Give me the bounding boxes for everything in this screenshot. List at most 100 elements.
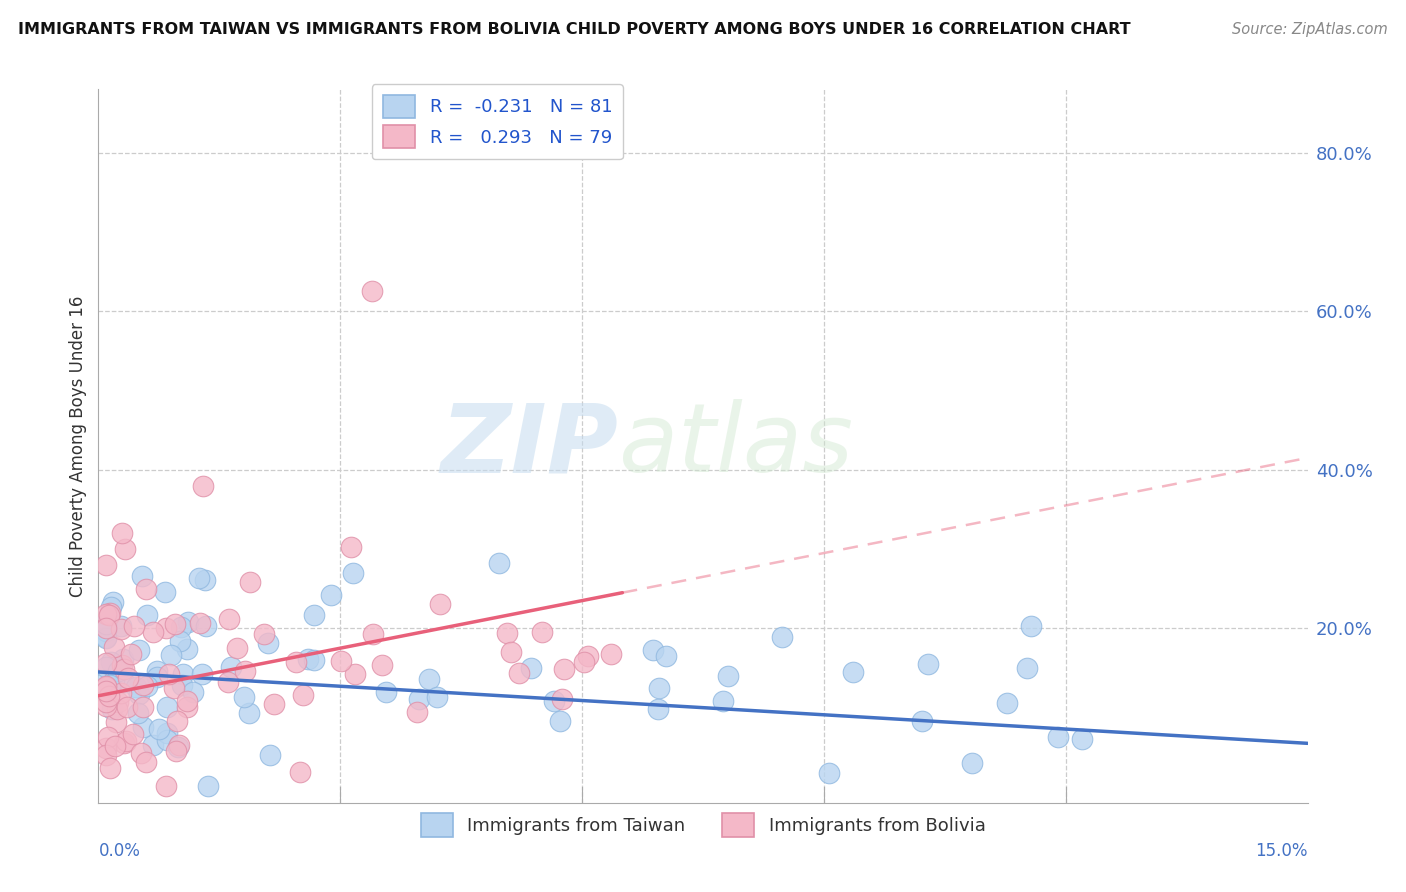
Point <box>96 656 118 670</box>
Point <box>167 739 190 753</box>
Point <box>259 747 281 762</box>
Point <box>176 694 198 708</box>
Point <box>153 585 176 599</box>
Point <box>425 690 447 704</box>
Point <box>553 662 575 676</box>
Point <box>96 631 118 645</box>
Point <box>156 733 179 747</box>
Text: atlas: atlas <box>619 400 853 492</box>
Point <box>156 699 179 714</box>
Point <box>96 624 118 638</box>
Point <box>576 649 599 664</box>
Point <box>841 665 863 680</box>
Point <box>112 674 135 689</box>
Point <box>181 685 204 699</box>
Point <box>132 720 155 734</box>
Point <box>117 671 139 685</box>
Point <box>599 648 621 662</box>
Point <box>110 619 132 633</box>
Point <box>219 659 242 673</box>
Point <box>103 673 125 688</box>
Point <box>995 696 1018 710</box>
Point <box>111 658 134 673</box>
Point <box>155 621 177 635</box>
Legend: Immigrants from Taiwan, Immigrants from Bolivia: Immigrants from Taiwan, Immigrants from … <box>413 806 993 844</box>
Point <box>105 702 128 716</box>
Point <box>110 686 132 700</box>
Point <box>252 627 274 641</box>
Point <box>217 675 239 690</box>
Point <box>135 608 157 623</box>
Point <box>97 730 120 744</box>
Point <box>128 687 150 701</box>
Text: 0.0%: 0.0% <box>98 842 141 860</box>
Point <box>107 695 129 709</box>
Point <box>288 765 311 780</box>
Point <box>197 779 219 793</box>
Point <box>96 558 118 572</box>
Point <box>134 582 156 596</box>
Point <box>165 744 187 758</box>
Point <box>96 631 118 645</box>
Point <box>176 615 198 629</box>
Point <box>104 739 127 753</box>
Point <box>142 624 165 639</box>
Point <box>1071 732 1094 747</box>
Point <box>96 680 118 694</box>
Point <box>531 624 554 639</box>
Point <box>361 627 384 641</box>
Point <box>136 679 159 693</box>
Point <box>717 669 740 683</box>
Point <box>488 557 510 571</box>
Point <box>172 678 194 692</box>
Y-axis label: Child Poverty Among Boys Under 16: Child Poverty Among Boys Under 16 <box>69 295 87 597</box>
Point <box>226 640 249 655</box>
Point <box>97 690 120 704</box>
Point <box>100 599 122 614</box>
Point <box>543 694 565 708</box>
Point <box>128 643 150 657</box>
Point <box>131 699 153 714</box>
Point <box>218 611 240 625</box>
Point <box>98 606 121 620</box>
Point <box>163 616 186 631</box>
Point <box>96 617 118 632</box>
Point <box>508 665 530 680</box>
Point <box>96 673 118 688</box>
Point <box>103 640 125 655</box>
Point <box>188 616 211 631</box>
Point <box>104 714 127 729</box>
Point <box>257 636 280 650</box>
Point <box>319 589 342 603</box>
Point <box>1017 661 1039 675</box>
Point <box>96 748 118 763</box>
Point <box>96 679 118 693</box>
Point <box>135 755 157 769</box>
Point <box>117 700 139 714</box>
Point <box>132 678 155 692</box>
Point <box>121 727 143 741</box>
Text: Source: ZipAtlas.com: Source: ZipAtlas.com <box>1232 22 1388 37</box>
Point <box>141 738 163 752</box>
Point <box>302 608 325 623</box>
Point <box>344 667 367 681</box>
Point <box>111 526 134 541</box>
Point <box>98 761 121 775</box>
Point <box>551 692 574 706</box>
Point <box>167 740 190 755</box>
Point <box>297 652 319 666</box>
Point <box>127 706 149 720</box>
Point <box>235 664 257 678</box>
Point <box>101 595 124 609</box>
Point <box>191 478 214 492</box>
Point <box>156 726 179 740</box>
Point <box>917 657 939 672</box>
Point <box>263 697 285 711</box>
Point <box>166 714 188 728</box>
Point <box>96 660 118 674</box>
Point <box>114 542 136 557</box>
Point <box>188 571 211 585</box>
Point <box>172 667 194 681</box>
Point <box>520 661 543 675</box>
Point <box>96 683 118 698</box>
